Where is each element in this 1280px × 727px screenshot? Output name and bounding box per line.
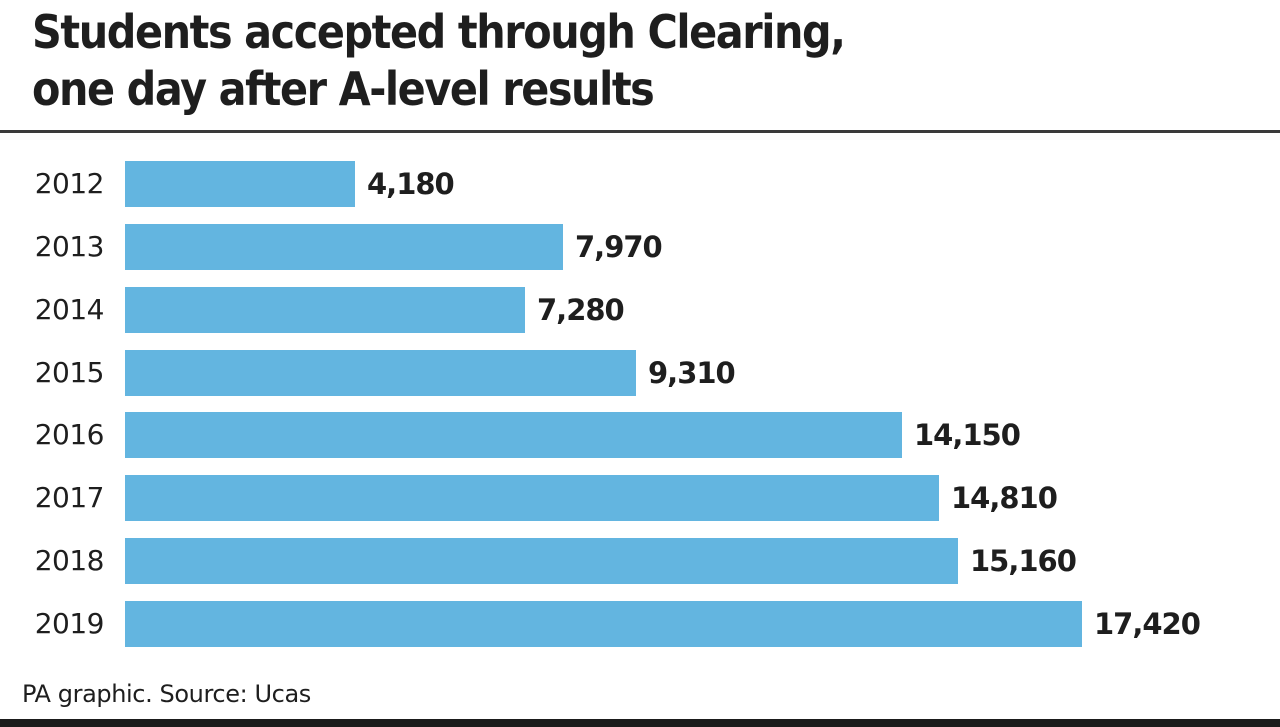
- category-label: 2017: [34, 481, 105, 514]
- bar-row: 2014 7,280: [0, 287, 1280, 333]
- category-label: 2016: [34, 418, 105, 451]
- bar-row: 2013 7,970: [0, 224, 1280, 270]
- value-label: 9,310: [648, 356, 736, 390]
- title-line-1: Students accepted through Clearing,: [32, 5, 846, 59]
- category-label: 2013: [34, 230, 105, 263]
- bar-row: 2016 14,150: [0, 412, 1280, 458]
- bar: [125, 287, 525, 333]
- bar-row: 2015 9,310: [0, 350, 1280, 396]
- value-label: 17,420: [1094, 607, 1201, 641]
- value-label: 4,180: [367, 167, 455, 201]
- category-label: 2012: [34, 167, 105, 200]
- bar: [125, 601, 1082, 647]
- bar: [125, 538, 958, 584]
- source-caption: PA graphic. Source: Ucas: [22, 680, 311, 708]
- value-label: 14,150: [914, 418, 1021, 452]
- bar-row: 2012 4,180: [0, 161, 1280, 207]
- category-label: 2018: [34, 544, 105, 577]
- header-divider: [0, 130, 1280, 133]
- bar: [125, 161, 355, 207]
- bar-row: 2018 15,160: [0, 538, 1280, 584]
- bar: [125, 475, 939, 521]
- value-label: 14,810: [951, 481, 1058, 515]
- bar-row: 2017 14,810: [0, 475, 1280, 521]
- title-line-2: one day after A-level results: [32, 62, 655, 116]
- value-label: 7,970: [575, 230, 663, 264]
- bar: [125, 412, 902, 458]
- bottom-border: [0, 719, 1280, 727]
- category-label: 2015: [34, 356, 105, 389]
- category-label: 2014: [34, 293, 105, 326]
- bar: [125, 350, 636, 396]
- value-label: 15,160: [970, 544, 1077, 578]
- category-label: 2019: [34, 607, 105, 640]
- bar: [125, 224, 563, 270]
- value-label: 7,280: [537, 293, 625, 327]
- bar-row: 2019 17,420: [0, 601, 1280, 647]
- chart-title: Students accepted through Clearing, one …: [32, 4, 846, 118]
